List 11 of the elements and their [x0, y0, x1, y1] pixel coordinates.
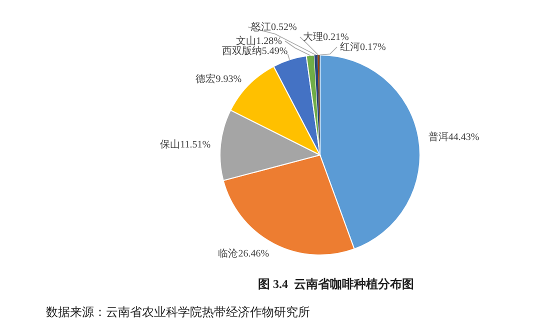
slice-label: 大理0.21% [303, 31, 349, 43]
slice-label: 普洱44.43% [428, 130, 480, 143]
slice-label: 红河0.17% [340, 41, 386, 53]
slice-label: 文山1.28% [236, 35, 282, 47]
text: 图 3.4 云南省咖啡种植分布图 [258, 276, 414, 293]
slice-label: 临沧26.46% [218, 248, 270, 260]
source-note: 数据来源：云南省农业科学院热带经济作物研究所 [46, 304, 310, 321]
slice-label: 怒江0.52% [250, 21, 297, 33]
slice-label: 保山11.51% [160, 138, 211, 151]
slice-label: 西双版纳5.49% [222, 45, 288, 58]
slice-label: 德宏9.93% [196, 72, 242, 85]
